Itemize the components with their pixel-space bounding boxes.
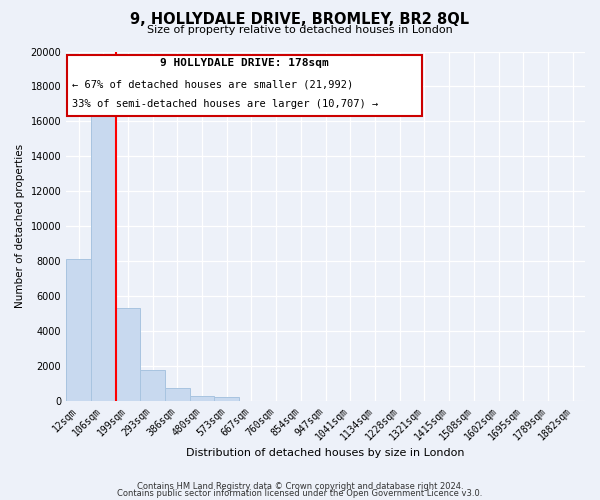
Bar (91, 112, 116, 401)
Text: Contains public sector information licensed under the Open Government Licence v3: Contains public sector information licen… (118, 490, 482, 498)
Bar (214, 396, 239, 401)
Bar (190, 396, 214, 401)
Text: 9 HOLLYDALE DRIVE: 178sqm: 9 HOLLYDALE DRIVE: 178sqm (160, 58, 329, 68)
Text: ← 67% of detached houses are smaller (21,992): ← 67% of detached houses are smaller (21… (72, 80, 353, 90)
Bar (66, 260, 91, 401)
Bar (140, 370, 165, 401)
X-axis label: Distribution of detached houses by size in London: Distribution of detached houses by size … (187, 448, 465, 458)
Text: 9, HOLLYDALE DRIVE, BROMLEY, BR2 8QL: 9, HOLLYDALE DRIVE, BROMLEY, BR2 8QL (130, 12, 470, 28)
Bar (165, 388, 190, 401)
Text: 33% of semi-detached houses are larger (10,707) →: 33% of semi-detached houses are larger (… (72, 99, 378, 109)
Text: Size of property relative to detached houses in London: Size of property relative to detached ho… (147, 25, 453, 35)
Y-axis label: Number of detached properties: Number of detached properties (15, 144, 25, 308)
FancyBboxPatch shape (67, 55, 422, 116)
Bar (116, 308, 140, 401)
Text: Contains HM Land Registry data © Crown copyright and database right 2024.: Contains HM Land Registry data © Crown c… (137, 482, 463, 491)
